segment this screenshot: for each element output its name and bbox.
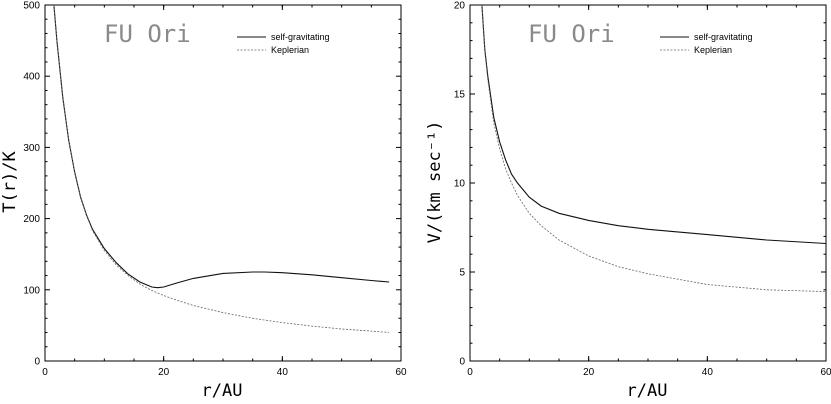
velocity-plot-title: FU Ori [528,20,615,48]
velocity-plot-frame [469,4,827,362]
temperature-y-tick-label: 0 [34,357,40,368]
temperature-x-axis-label: r/AU [202,381,243,401]
temperature-x-tick-label: 0 [42,367,48,378]
temperature-y-tick-label: 200 [23,214,40,225]
velocity-y-tick-label: 15 [454,90,466,101]
temperature-y-tick-label: 400 [23,72,40,83]
temperature-x-tick-label: 20 [158,367,170,378]
temperature-legend-label-self-gravitating: self-gravitating [271,32,330,42]
velocity-series-self-gravitating [481,5,826,245]
velocity-y-tick-label: 0 [459,357,465,368]
temperature-panel: FU Ori r/AU T(r)/K 0 20 40 60 0 100 200 300 400 5… [0,1,407,402]
velocity-x-axis-label: r/AU [627,381,668,401]
velocity-y-tick-label: 10 [454,179,466,190]
temperature-x-tick-label: 40 [277,367,289,378]
velocity-y-axis-label: V/(km sec⁻¹) [425,121,445,244]
velocity-panel: FU Ori r/AU V/(km sec⁻¹) 0 20 40 60 0 5 10 15 20… [425,1,831,402]
temperature-plot-title: FU Ori [104,20,191,48]
velocity-legend-label-self-gravitating: self-gravitating [694,32,753,42]
velocity-legend-label-keplerian: Keplerian [694,45,732,55]
temperature-y-tick-label: 500 [23,1,40,12]
velocity-y-tick-label: 20 [454,1,466,12]
velocity-x-tick-label: 60 [820,367,831,378]
velocity-y-tick-label: 5 [459,268,465,279]
temperature-legend-label-keplerian: Keplerian [271,45,309,55]
temperature-x-tick-label: 60 [395,367,407,378]
velocity-x-tick-label: 40 [702,367,714,378]
temperature-plot-frame [44,4,402,362]
temperature-y-tick-label: 300 [23,143,40,154]
temperature-series-keplerian [53,5,390,333]
temperature-y-axis-label: T(r)/K [0,151,20,213]
velocity-x-tick-label: 20 [583,367,595,378]
velocity-x-tick-label: 0 [467,367,473,378]
velocity-series-keplerian [481,5,826,292]
temperature-y-tick-label: 100 [23,285,40,296]
